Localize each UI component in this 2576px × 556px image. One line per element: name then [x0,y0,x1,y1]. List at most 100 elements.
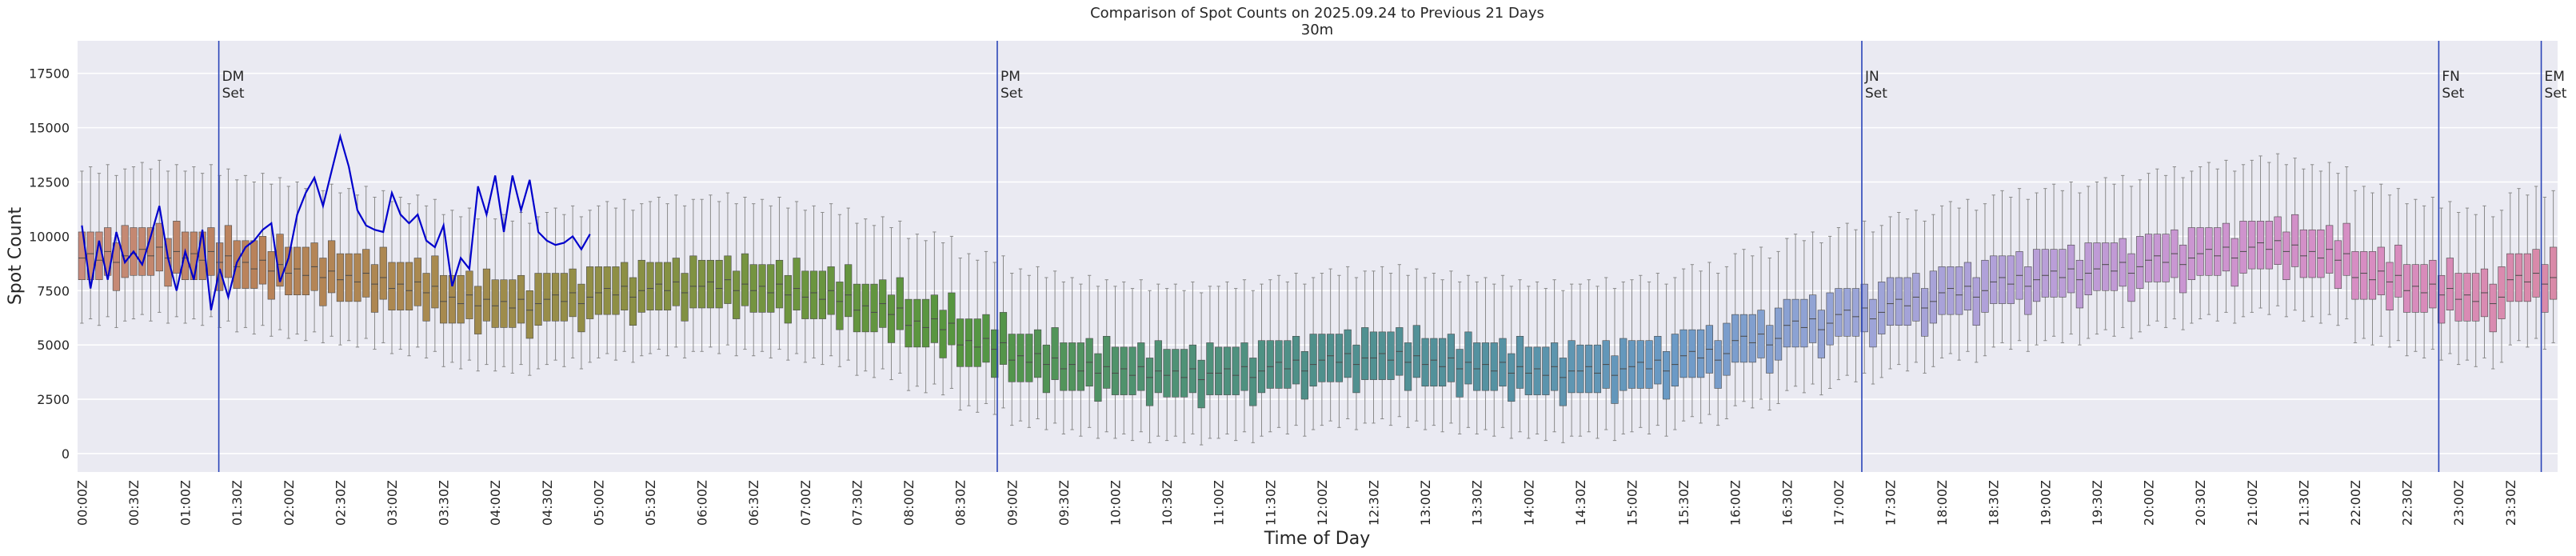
box [1731,314,1739,363]
box [1662,350,1671,400]
box [1542,346,1550,395]
box [500,279,508,328]
box [491,279,499,328]
box [939,310,947,358]
box [1309,334,1317,387]
x-tick-label: 13:00Z [1418,480,1433,526]
box [422,273,430,322]
box [2205,227,2213,276]
box [1257,340,1266,394]
x-tick-label: 10:00Z [1108,480,1123,526]
box [896,277,904,330]
box [173,221,181,274]
x-tick-label: 12:00Z [1315,480,1330,526]
box [1611,355,1619,404]
box [146,227,155,276]
box [1025,334,1033,382]
box [2351,251,2359,300]
x-tick-label: 08:00Z [901,480,917,526]
box [2282,231,2290,280]
box [741,253,749,306]
box [1232,346,1240,395]
box [991,329,999,378]
box [801,270,809,319]
box [715,259,723,309]
box [689,255,697,309]
box [551,273,560,322]
box [1318,334,1326,382]
x-tick-label: 05:00Z [591,480,606,526]
box [2075,259,2084,309]
box [784,274,792,324]
box [2360,251,2368,300]
box [1938,266,1946,315]
box [1154,340,1162,394]
x-tick-label: 04:30Z [540,480,555,526]
x-tick-label: 12:30Z [1366,480,1381,526]
box [370,264,379,313]
box [1378,331,1386,380]
box [1679,329,1687,378]
box [112,242,121,291]
box [1327,334,1335,382]
box [999,312,1008,365]
x-tick-label: 13:30Z [1470,480,1485,526]
box [663,262,672,311]
box [457,274,465,324]
box [2162,234,2170,282]
y-tick-label: 5000 [37,338,70,353]
box [525,290,533,339]
box [2187,227,2195,280]
x-axis-label: Time of Day [1264,529,1370,549]
box [1920,288,1929,337]
box [973,318,981,367]
box [1508,353,1516,402]
x-tick-label: 21:30Z [2296,480,2311,526]
box [698,259,706,309]
box [1128,346,1136,395]
box [431,255,439,309]
box [1748,314,1756,363]
box [2231,238,2239,287]
x-tick-label: 14:00Z [1521,480,1536,526]
x-tick-label: 15:30Z [1676,480,1691,526]
box [2317,229,2325,278]
annotation-label: Set [2442,86,2464,102]
box [2059,249,2067,298]
box [1886,277,1895,326]
box [1627,340,1636,389]
chart-title: Comparison of Spot Counts on 2025.09.24 … [1090,5,1544,22]
box [1990,255,1998,304]
box [2248,221,2256,270]
box [164,238,172,287]
box [1180,349,1188,398]
box [1076,342,1085,391]
box [2093,242,2101,291]
box [328,240,336,294]
box [948,292,956,346]
box [1464,331,1472,385]
box [1163,349,1171,398]
x-tick-label: 09:00Z [1004,480,1020,526]
box [1895,277,1903,326]
y-tick-label: 10000 [29,229,70,244]
box [1714,340,1722,389]
x-tick-label: 20:00Z [2142,480,2157,526]
box [586,266,594,319]
box [681,273,689,322]
box [1016,334,1024,382]
y-tick-label: 15000 [29,121,70,136]
x-tick-label: 16:30Z [1779,480,1795,526]
x-tick-label: 16:00Z [1728,480,1743,526]
box [861,283,869,333]
box [2506,253,2514,302]
box [1430,338,1438,387]
x-tick-label: 01:00Z [178,480,194,526]
x-tick-label: 14:30Z [1573,480,1588,526]
box [2334,240,2342,289]
box [637,259,645,313]
x-tick-label: 19:30Z [2090,480,2105,526]
box [302,246,310,295]
box [1060,342,1068,391]
x-tick-label: 03:00Z [385,480,400,526]
